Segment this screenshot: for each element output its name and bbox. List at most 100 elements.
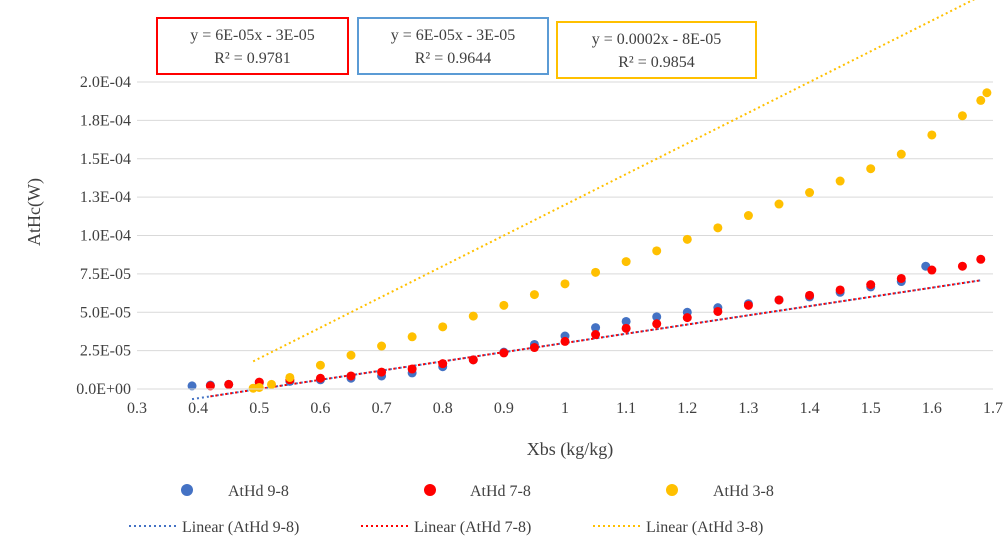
data-point	[621, 257, 631, 267]
data-point	[927, 130, 937, 140]
x-tick-label: 1	[561, 400, 569, 417]
data-point	[835, 176, 845, 186]
equation-box-2-r2: R² = 0.9644	[415, 50, 492, 67]
data-point	[407, 332, 417, 342]
y-tick-label: 1.8E-04	[80, 112, 131, 129]
equation-box-3-r2: R² = 0.9854	[618, 54, 695, 71]
data-point	[315, 360, 325, 370]
data-point	[982, 88, 992, 98]
data-point	[774, 295, 784, 305]
data-point	[652, 246, 662, 256]
series-athd-7-8	[205, 254, 986, 391]
equation-box-3: y = 0.0002x - 8E-05 R² = 0.9854	[556, 21, 757, 79]
data-point	[560, 336, 570, 346]
data-point	[682, 313, 692, 323]
equation-box-2-equation: y = 6E-05x - 3E-05	[391, 27, 516, 44]
legend-label-linear-athd-9-8: Linear (AtHd 9-8)	[182, 519, 299, 536]
data-points	[187, 88, 992, 393]
data-point	[835, 285, 845, 295]
data-point	[377, 367, 387, 377]
x-tick-label: 1.6	[922, 400, 942, 417]
y-tick-label: 2.5E-05	[80, 343, 131, 360]
legend-marker-athd-7-8	[424, 484, 436, 496]
x-tick-label: 0.4	[188, 400, 208, 417]
data-point	[682, 234, 692, 244]
x-tick-label: 0.6	[310, 400, 330, 417]
data-point	[957, 261, 967, 271]
x-tick-label: 0.5	[249, 400, 269, 417]
equation-box-1-equation: y = 6E-05x - 3E-05	[190, 27, 315, 44]
legend-label-linear-athd-3-8: Linear (AtHd 3-8)	[646, 519, 763, 536]
data-point	[529, 343, 539, 353]
data-point	[438, 322, 448, 332]
x-tick-label: 0.3	[127, 400, 147, 417]
equation-box-1-frame	[156, 17, 349, 75]
x-tick-label: 1.5	[861, 400, 881, 417]
data-point	[254, 382, 264, 392]
x-tick-label: 1.1	[616, 400, 636, 417]
x-tick-label: 0.7	[372, 400, 392, 417]
y-tick-labels: 0.0E+00 2.5E-05 5.0E-05 7.5E-05 1.0E-04 1.3E-…	[76, 74, 131, 398]
data-point	[267, 379, 277, 389]
y-tick-label: 1.0E-04	[80, 228, 131, 245]
equation-box-2: y = 6E-05x - 3E-05 R² = 0.9644	[357, 17, 549, 75]
x-tick-label: 1.2	[677, 400, 697, 417]
legend-label-athd-9-8: AtHd 9-8	[228, 483, 289, 500]
data-point	[560, 279, 570, 289]
data-point	[346, 371, 356, 381]
equation-box-3-equation: y = 0.0002x - 8E-05	[592, 31, 721, 48]
data-point	[896, 149, 906, 159]
data-point	[927, 265, 937, 275]
data-point	[205, 381, 215, 391]
data-point	[774, 199, 784, 209]
equation-box-2-frame	[357, 17, 549, 75]
data-point	[957, 111, 967, 121]
data-point	[652, 319, 662, 329]
y-tick-label: 0.0E+00	[76, 381, 131, 398]
y-tick-label: 5.0E-05	[80, 304, 131, 321]
data-point	[743, 300, 753, 310]
trendlines	[191, 0, 981, 401]
data-point	[805, 290, 815, 300]
x-tick-labels: 0.3 0.4 0.5 0.6 0.7 0.8 0.9 1 1.1 1.2 1.3 1.4 1.5 1.6…	[127, 400, 1003, 417]
equation-box-1-r2: R² = 0.9781	[214, 50, 291, 67]
data-point	[187, 381, 197, 391]
data-point	[591, 267, 601, 277]
equation-box-1: y = 6E-05x - 3E-05 R² = 0.9781	[156, 17, 349, 75]
data-point	[346, 350, 356, 360]
data-point	[377, 341, 387, 351]
trendline-linear-athd-3-8	[252, 0, 976, 363]
x-tick-label: 0.9	[494, 400, 514, 417]
y-tick-label: 2.0E-04	[80, 74, 131, 91]
data-point	[805, 188, 815, 198]
legend-label-athd-3-8: AtHd 3-8	[713, 483, 774, 500]
data-point	[621, 316, 631, 326]
legend-label-linear-athd-7-8: Linear (AtHd 7-8)	[414, 519, 531, 536]
data-point	[407, 364, 417, 374]
y-tick-label: 7.5E-05	[80, 266, 131, 283]
data-point	[866, 164, 876, 174]
data-point	[285, 372, 295, 382]
series-athd-9-8	[187, 261, 931, 391]
data-point	[468, 355, 478, 365]
data-point	[591, 330, 601, 340]
data-point	[468, 311, 478, 321]
data-point	[866, 280, 876, 290]
data-point	[713, 223, 723, 233]
series-athd-3-8	[248, 88, 992, 393]
data-point	[976, 95, 986, 105]
gridlines	[137, 81, 993, 352]
data-point	[315, 373, 325, 383]
data-point	[529, 290, 539, 300]
x-tick-label: 1.4	[800, 400, 820, 417]
equation-box-3-frame	[556, 21, 757, 79]
legend-marker-athd-9-8	[181, 484, 193, 496]
y-tick-label: 1.5E-04	[80, 151, 131, 168]
x-tick-label: 0.8	[433, 400, 453, 417]
x-axis-title: Xbs (kg/kg)	[527, 439, 614, 460]
legend: AtHd 9-8 AtHd 7-8 AtHd 3-8 Linear (AtHd …	[129, 483, 774, 536]
data-point	[743, 211, 753, 221]
data-point	[896, 273, 906, 283]
legend-marker-athd-3-8	[666, 484, 678, 496]
